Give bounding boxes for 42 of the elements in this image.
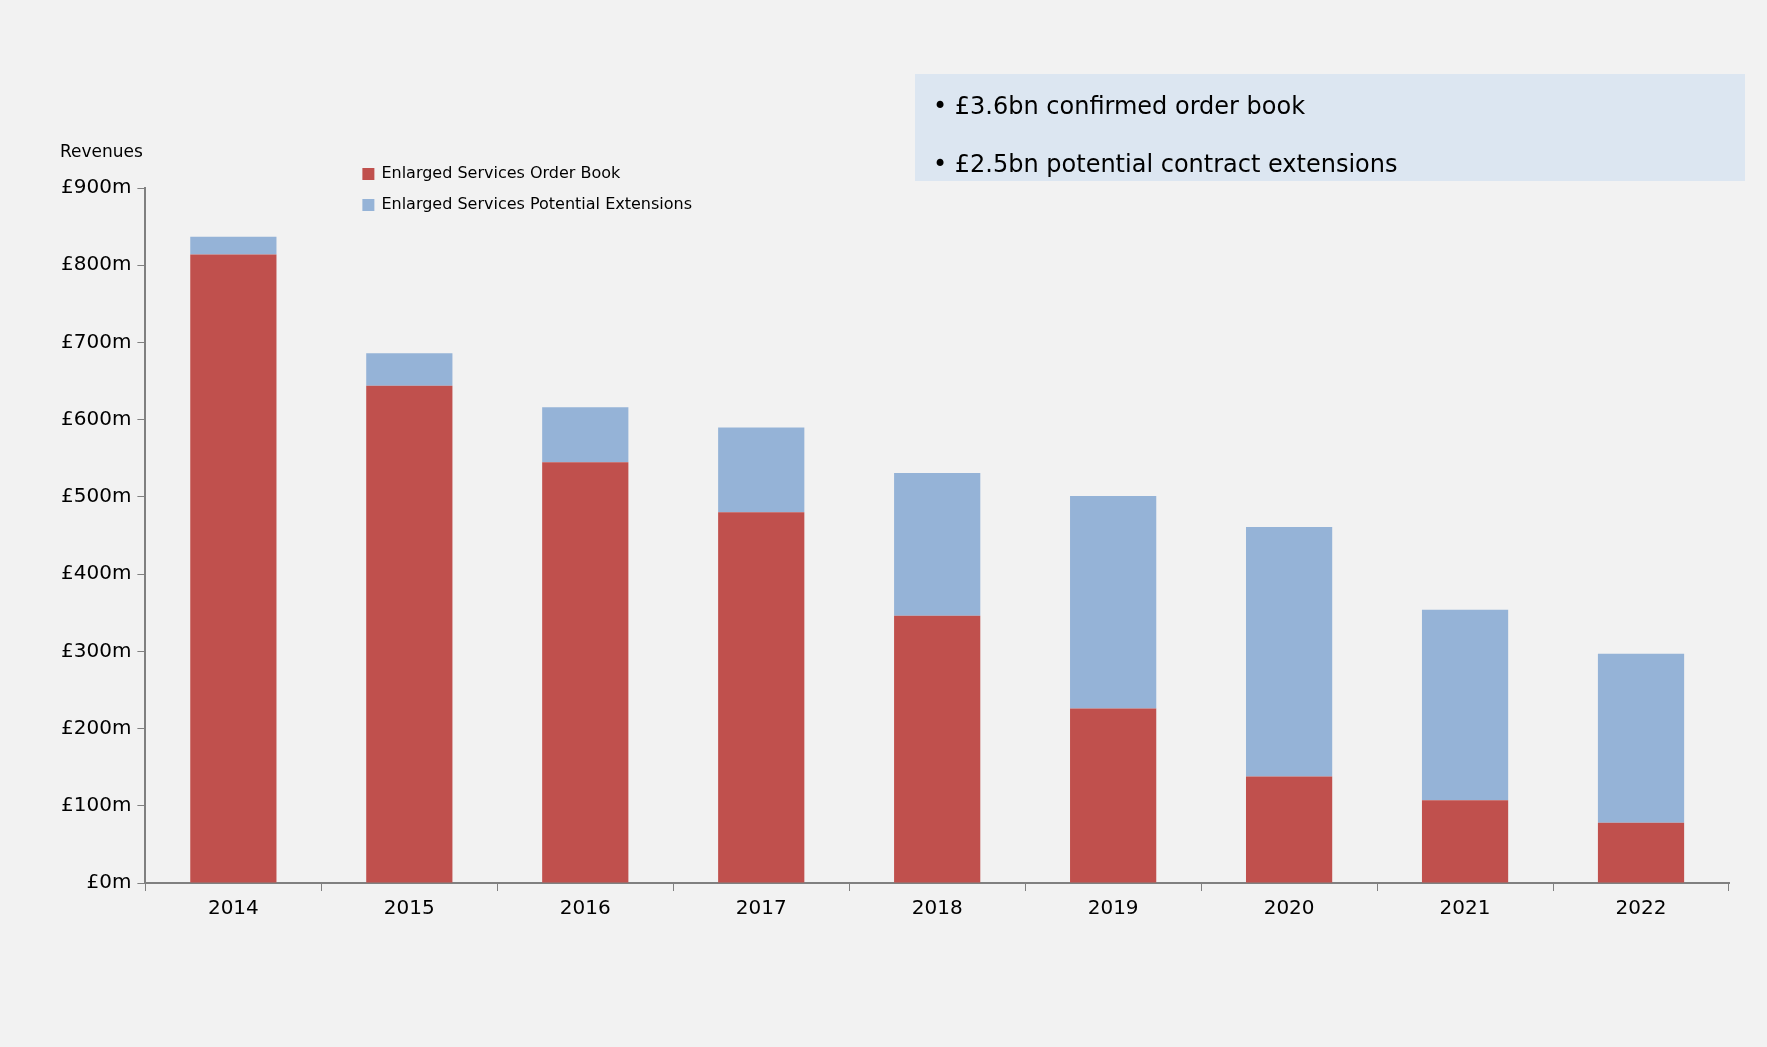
x-tick-label: 2018 xyxy=(911,895,963,920)
bar xyxy=(542,407,629,463)
bar xyxy=(190,254,277,883)
bar xyxy=(542,462,629,883)
x-tick-label: 2022 xyxy=(1615,895,1667,920)
y-tick-label: £400m xyxy=(60,560,132,585)
y-tick-label: £700m xyxy=(60,328,132,353)
bar xyxy=(1597,653,1685,823)
bar xyxy=(894,615,981,883)
bar xyxy=(366,353,453,386)
legend-label: Enlarged Services Order Book xyxy=(381,163,622,183)
bar xyxy=(190,236,277,255)
y-tick-label: £300m xyxy=(60,637,132,662)
x-tick-label: 2019 xyxy=(1087,895,1139,920)
x-tick-label: 2017 xyxy=(735,895,787,920)
y-tick-label: £500m xyxy=(60,483,132,508)
y-tick-label: £900m xyxy=(60,174,132,199)
y-axis-title: Revenues xyxy=(60,141,143,161)
bar xyxy=(1070,496,1157,709)
bar xyxy=(1597,822,1685,883)
y-tick-label: £100m xyxy=(60,791,132,816)
x-tick-label: 2021 xyxy=(1439,895,1491,920)
bar xyxy=(1246,527,1333,777)
bar xyxy=(1421,609,1509,801)
y-tick-label: £200m xyxy=(60,714,132,739)
bar xyxy=(718,427,805,513)
y-tick-label: £600m xyxy=(60,405,132,430)
x-tick-label: 2015 xyxy=(383,895,435,920)
bar xyxy=(1421,800,1509,883)
x-tick-label: 2020 xyxy=(1263,895,1315,920)
text: • £2.5bn potential contract extensions xyxy=(933,149,1399,180)
legend-label: Enlarged Services Potential Extensions xyxy=(381,194,693,214)
x-tick-label: 2016 xyxy=(559,895,611,920)
bar xyxy=(718,512,805,883)
bar xyxy=(1246,776,1333,883)
y-tick-label: £0m xyxy=(86,869,132,894)
text: • £3.6bn confirmed order book xyxy=(933,91,1307,122)
bar xyxy=(366,385,453,883)
bar xyxy=(894,472,981,616)
y-tick-label: £800m xyxy=(60,251,132,276)
x-tick-label: 2014 xyxy=(207,895,259,920)
bar xyxy=(1070,708,1157,883)
